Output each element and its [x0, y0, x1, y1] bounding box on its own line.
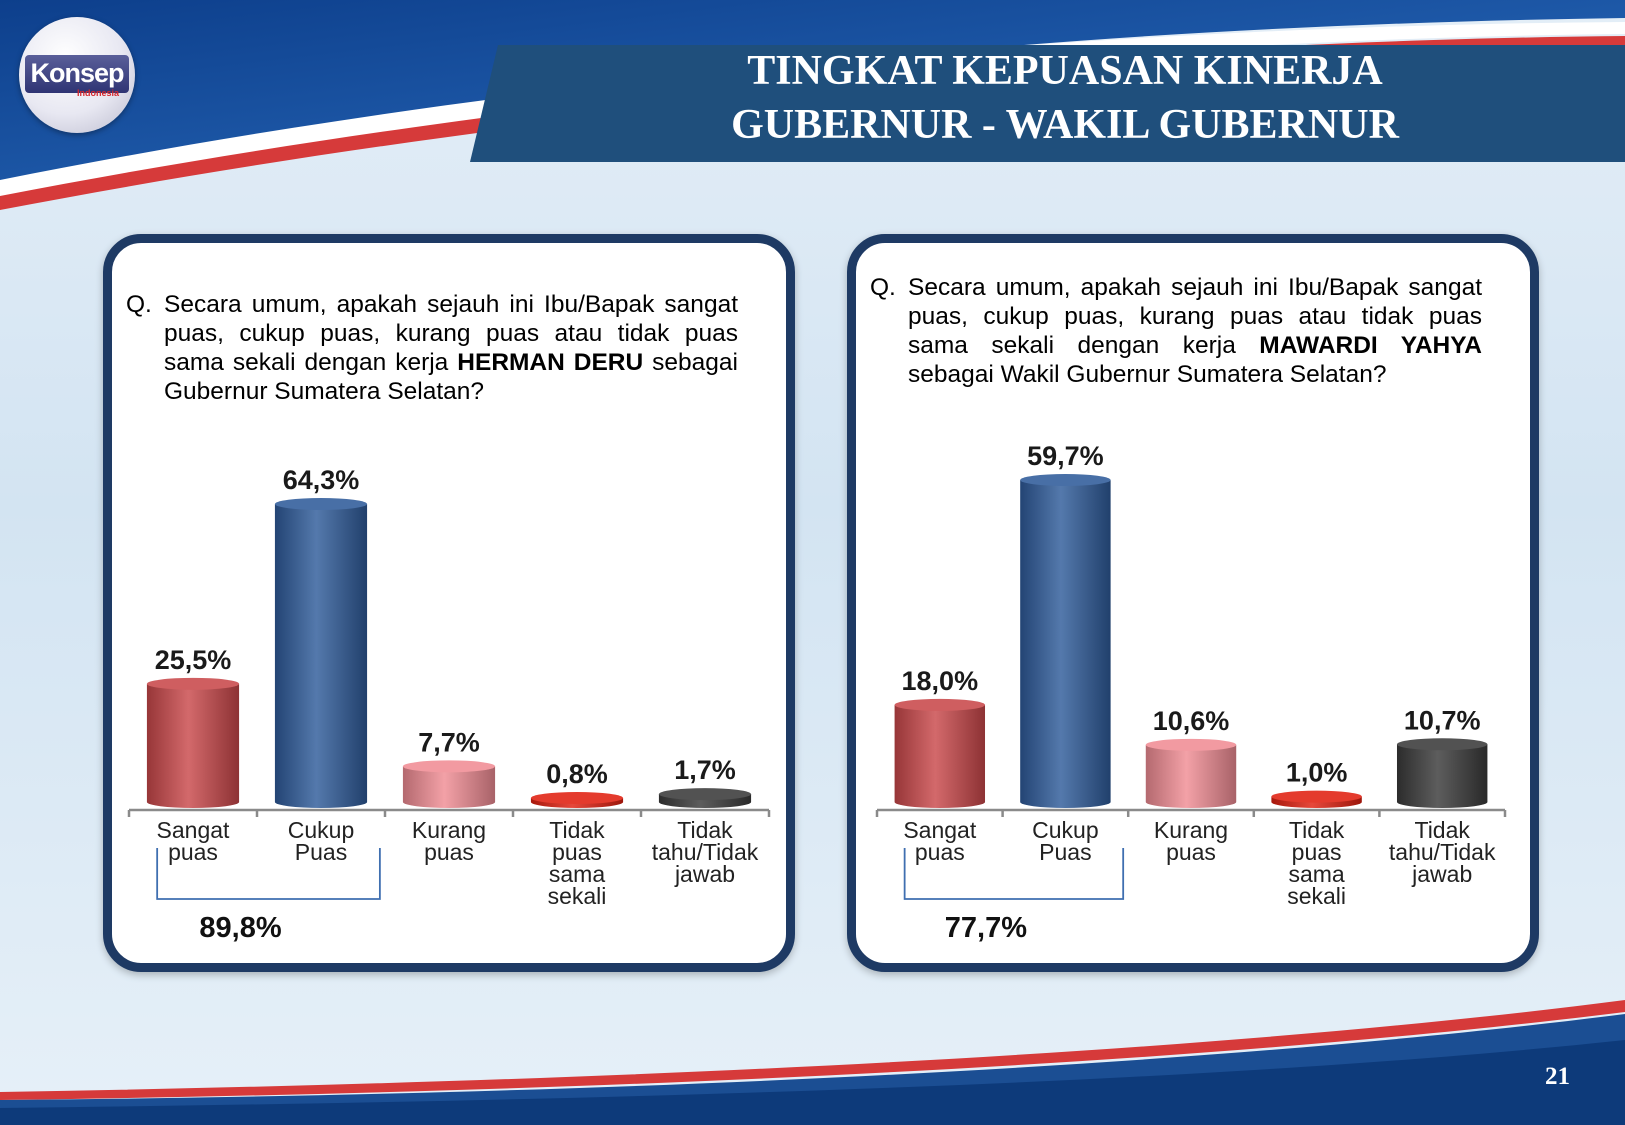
value-label-sangat-puas: 25,5%	[155, 645, 232, 675]
bar-tidak-puas-sama-sekali	[1271, 790, 1362, 808]
category-label-tidak-puas-sama-sekali: Tidak puas sama sekali	[548, 817, 607, 909]
value-label-tidak-tahu-tidak-jawab: 1,7%	[674, 755, 736, 785]
value-label-sangat-puas: 18,0%	[902, 666, 979, 696]
category-label-tidak-puas-sama-sekali: Tidak puas sama sekali	[1287, 817, 1346, 909]
value-label-tidak-tahu-tidak-jawab: 10,7%	[1404, 705, 1481, 735]
bar-tidak-puas-sama-sekali	[530, 792, 624, 808]
chart-panel-gubernur: Q. Secara umum, apakah sejauh ini Ibu/Ba…	[103, 234, 795, 972]
category-label-kurang-puas: Kurang puas	[412, 817, 486, 865]
question-subject: MAWARDI YAHYA	[1259, 332, 1482, 359]
category-label-cukup-puas: Cukup Puas	[288, 817, 354, 865]
bar-sangat-puas	[894, 698, 986, 808]
category-label-sangat-puas: Sangat puas	[157, 817, 231, 865]
category-label-sangat-puas: Sangat puas	[903, 817, 977, 865]
title-line-2: GUBERNUR - WAKIL GUBERNUR	[731, 102, 1399, 148]
question-part-1: Secara umum, apakah sejauh ini Ibu/Bapak…	[164, 291, 738, 376]
category-label-cukup-puas: Cukup Puas	[1032, 817, 1098, 865]
konsep-logo: Konsep Indonesia	[19, 17, 135, 133]
question-prefix: Q.	[870, 274, 896, 301]
page-title: TINGKAT KEPUASAN KINERJA GUBERNUR - WAKI…	[560, 44, 1570, 152]
value-label-cukup-puas: 59,7%	[1027, 441, 1104, 471]
bar-sangat-puas	[146, 677, 240, 808]
logo-sub-text: Indonesia	[77, 88, 120, 98]
satisfied-total-label: 77,7%	[945, 912, 1027, 944]
bar-tidak-tahu-tidak-jawab	[1396, 738, 1488, 808]
title-band	[470, 45, 1625, 162]
bar-kurang-puas	[402, 760, 496, 808]
bar-kurang-puas	[1145, 738, 1237, 808]
bar-tidak-tahu-tidak-jawab	[658, 788, 752, 808]
satisfied-total-label: 89,8%	[199, 912, 281, 944]
page-number: 21	[1545, 1063, 1570, 1090]
question-text: Q. Secara umum, apakah sejauh ini Ibu/Ba…	[126, 290, 738, 406]
value-label-kurang-puas: 7,7%	[418, 727, 480, 757]
category-label-kurang-puas: Kurang puas	[1154, 817, 1228, 865]
category-label-tidak-tahu-tidak-jawab: Tidak tahu/Tidak jawab	[1389, 817, 1496, 887]
bar-chart-gubernur: 25,5% Sangat puas 64,3% Cukup Puas 7,7% Kurang p…	[127, 465, 771, 944]
chart-panel-wakil-gubernur: Q. Secara umum, apakah sejauh ini Ibu/Ba…	[847, 234, 1539, 972]
question-part-2: sebagai Gubernur Sumatera Selatan?	[164, 349, 738, 405]
question-text: Q. Secara umum, apakah sejauh ini Ibu/Ba…	[870, 273, 1482, 389]
bar-cukup-puas	[1020, 474, 1111, 808]
satisfied-bracket	[903, 848, 1125, 900]
logo-brand-text: Konsep	[30, 58, 124, 88]
question-subject: HERMAN DERU	[457, 349, 644, 376]
value-label-cukup-puas: 64,3%	[283, 465, 360, 495]
question-part-2: sebagai Wakil Gubernur Sumatera Selatan?	[908, 361, 1387, 388]
value-label-tidak-puas-sama-sekali: 1,0%	[1286, 758, 1348, 788]
bar-cukup-puas	[274, 498, 368, 808]
value-label-tidak-puas-sama-sekali: 0,8%	[546, 759, 608, 789]
question-part-1: Secara umum, apakah sejauh ini Ibu/Bapak…	[908, 274, 1482, 359]
category-label-tidak-tahu-tidak-jawab: Tidak tahu/Tidak jawab	[652, 817, 759, 887]
question-prefix: Q.	[126, 291, 152, 318]
satisfied-bracket	[156, 848, 381, 900]
value-label-kurang-puas: 10,6%	[1153, 706, 1230, 736]
title-line-1: TINGKAT KEPUASAN KINERJA	[747, 48, 1383, 94]
bar-chart-wakil-gubernur: 18,0% Sangat puas 59,7% Cukup Puas 10,6% Kurang…	[875, 441, 1507, 944]
